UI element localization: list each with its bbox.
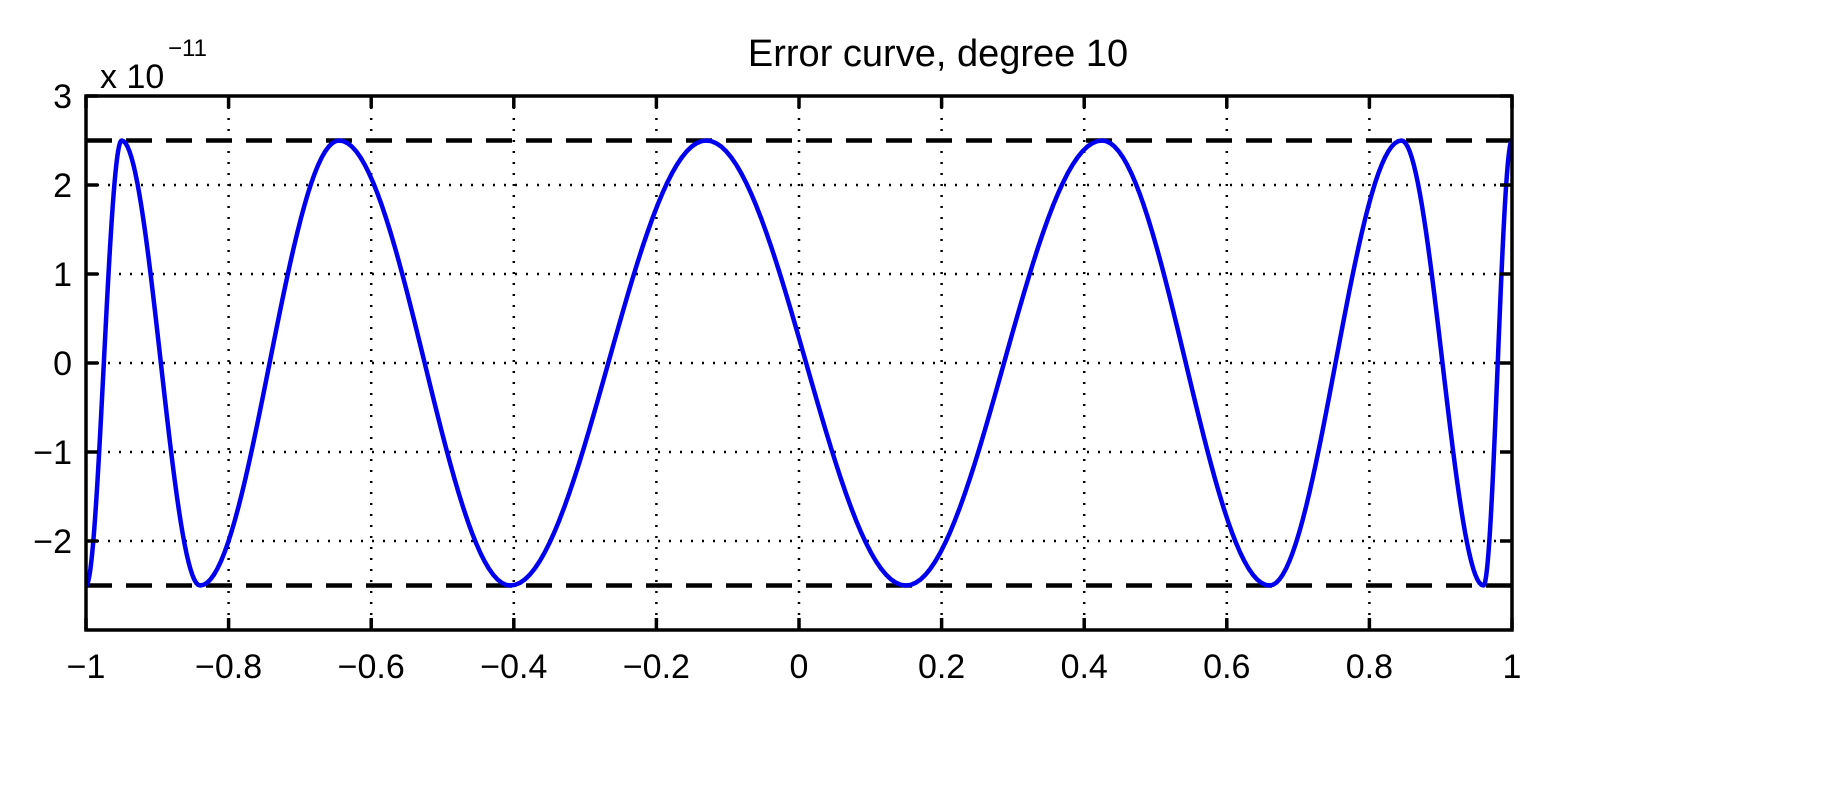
x-tick-label: 0.6 (1203, 648, 1250, 686)
x-tick-label: −1 (67, 648, 106, 686)
x-tick-label: 0.2 (918, 648, 965, 686)
x-tick-labels: −1 −0.8 −0.6 −0.4 −0.2 0 0.2 0.4 0.6 0.8 1 (67, 648, 1522, 686)
x-tick-label: −0.2 (623, 648, 690, 686)
x-tick-label: −0.8 (195, 648, 262, 686)
chart-title: Error curve, degree 10 (748, 33, 1128, 75)
axes-layer (84, 94, 1514, 632)
y-tick-label: −1 (33, 434, 72, 472)
y-multiplier-base: x 10 (100, 58, 164, 96)
x-tick-label: −0.6 (338, 648, 405, 686)
y-multiplier-exponent: −11 (168, 35, 207, 62)
y-tick-label: 0 (53, 345, 72, 383)
x-tick-label: 0.8 (1346, 648, 1393, 686)
y-tick-label: 1 (53, 256, 72, 294)
x-tick-label: 0.4 (1061, 648, 1108, 686)
x-tick-label: −0.4 (480, 648, 547, 686)
y-tick-label: −2 (33, 523, 72, 561)
x-tick-label: 1 (1503, 648, 1522, 686)
series-layer (84, 138, 1514, 588)
x-tick-label: 0 (790, 648, 809, 686)
error-curve-line (84, 138, 1514, 588)
y-tick-labels: −2 −1 0 1 2 3 (33, 78, 72, 561)
grid-layer (86, 96, 1512, 630)
y-multiplier-label: x 10 −11 (100, 35, 207, 96)
y-tick-label: 2 (53, 167, 72, 205)
y-tick-label: 3 (53, 78, 72, 116)
